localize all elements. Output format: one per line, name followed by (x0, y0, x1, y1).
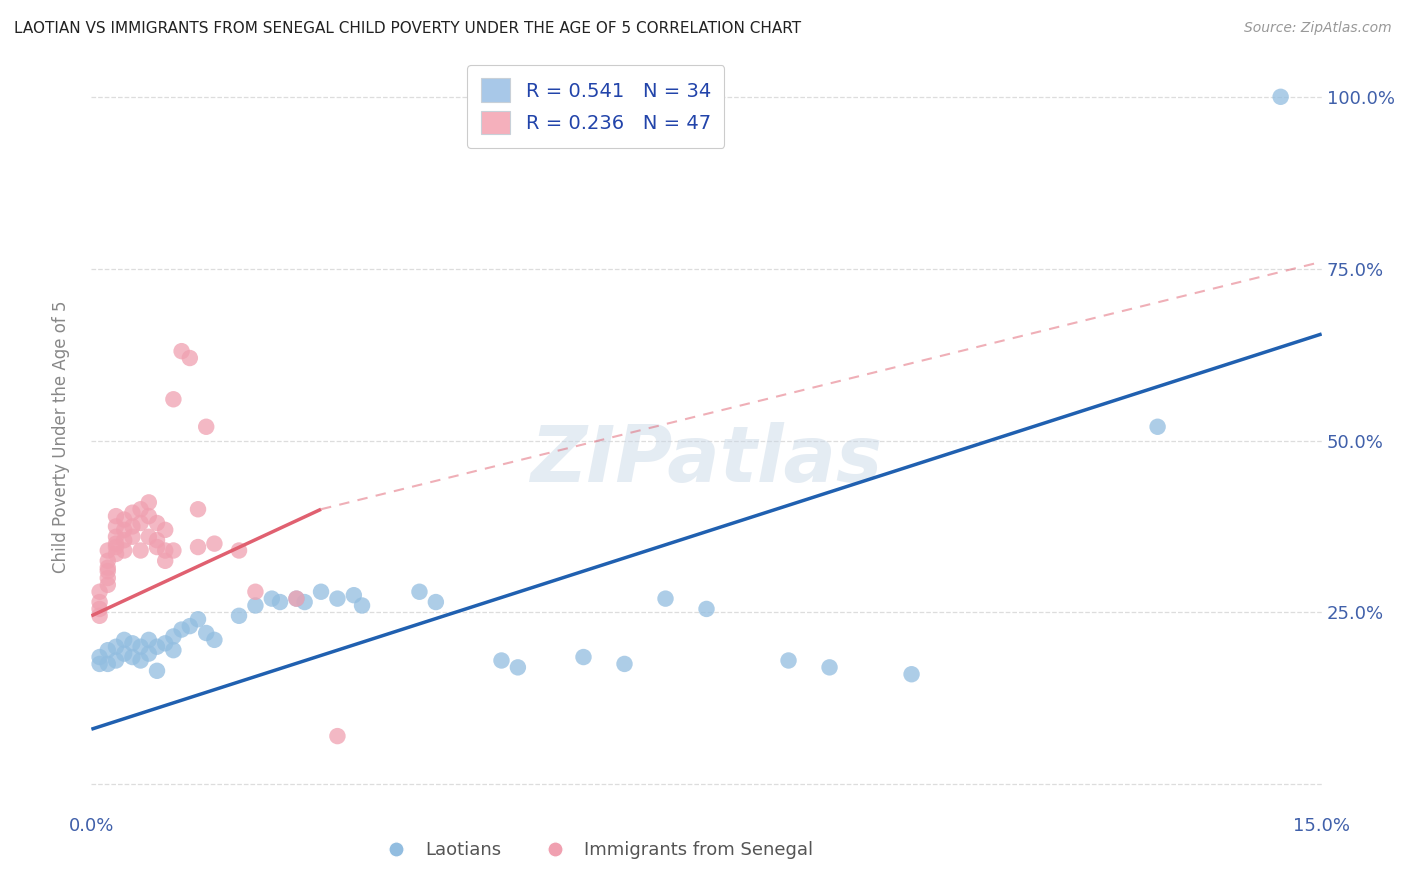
Point (121, 650, 143, 665)
Point (309, 584, 332, 599)
Point (138, 530, 160, 544)
Point (1146, 419, 1168, 434)
Point (260, 591, 283, 606)
Point (195, 626, 218, 640)
Point (121, 530, 143, 544)
Point (105, 540, 127, 554)
Point (112, 632, 135, 647)
Point (228, 543, 250, 558)
Point (121, 636, 143, 650)
Point (187, 540, 209, 554)
Point (129, 502, 152, 516)
Point (326, 729, 349, 743)
Point (121, 506, 143, 520)
Point (900, 667, 922, 681)
Point (112, 543, 135, 558)
Point (97, 657, 120, 671)
Point (179, 351, 201, 365)
Point (1270, 90, 1292, 104)
Point (778, 653, 800, 667)
Point (105, 547, 127, 561)
Point (162, 643, 184, 657)
Point (202, 632, 225, 647)
Point (294, 595, 316, 609)
Text: Source: ZipAtlas.com: Source: ZipAtlas.com (1244, 21, 1392, 35)
Point (129, 640, 152, 654)
Point (153, 523, 177, 537)
Point (654, 591, 676, 606)
Point (146, 540, 169, 554)
Point (572, 650, 595, 665)
Point (195, 419, 218, 434)
Point (121, 519, 143, 533)
Point (89, 657, 111, 671)
Point (89, 650, 111, 665)
Point (129, 516, 152, 530)
Point (269, 595, 291, 609)
Point (97, 578, 120, 592)
Point (170, 344, 193, 359)
Point (285, 591, 308, 606)
Point (97, 564, 120, 578)
Point (162, 543, 184, 558)
Point (138, 509, 160, 524)
Point (506, 660, 529, 674)
Point (162, 629, 184, 643)
Point (146, 664, 169, 678)
Y-axis label: Child Poverty Under the Age of 5: Child Poverty Under the Age of 5 (52, 301, 70, 574)
Point (138, 495, 160, 509)
Point (97, 543, 120, 558)
Point (352, 599, 374, 613)
Point (408, 584, 430, 599)
Point (613, 657, 636, 671)
Text: LAOTIAN VS IMMIGRANTS FROM SENEGAL CHILD POVERTY UNDER THE AGE OF 5 CORRELATION : LAOTIAN VS IMMIGRANTS FROM SENEGAL CHILD… (14, 21, 801, 36)
Point (105, 519, 127, 533)
Point (285, 591, 308, 606)
Point (146, 516, 169, 530)
Point (153, 554, 177, 568)
Point (187, 612, 209, 626)
Point (202, 536, 225, 550)
Point (179, 619, 201, 633)
Point (97, 571, 120, 585)
Point (112, 533, 135, 548)
Point (326, 591, 349, 606)
Point (129, 653, 152, 667)
Point (89, 595, 111, 609)
Point (112, 647, 135, 661)
Point (695, 602, 717, 616)
Point (112, 523, 135, 537)
Point (153, 543, 177, 558)
Point (105, 536, 127, 550)
Point (187, 502, 209, 516)
Text: ZIPatlas: ZIPatlas (530, 422, 883, 498)
Point (491, 653, 513, 667)
Point (105, 530, 127, 544)
Point (153, 636, 177, 650)
Point (818, 660, 841, 674)
Point (228, 608, 250, 623)
Point (138, 632, 160, 647)
Point (129, 543, 152, 558)
Point (146, 640, 169, 654)
Point (105, 653, 127, 667)
Point (97, 643, 120, 657)
Point (245, 599, 267, 613)
Point (162, 392, 184, 407)
Point (138, 647, 160, 661)
Point (170, 623, 193, 637)
Point (146, 533, 169, 548)
Point (105, 509, 127, 524)
Legend: Laotians, Immigrants from Senegal: Laotians, Immigrants from Senegal (371, 834, 821, 866)
Point (105, 640, 127, 654)
Point (89, 602, 111, 616)
Point (89, 608, 111, 623)
Point (112, 512, 135, 526)
Point (343, 588, 366, 602)
Point (97, 554, 120, 568)
Point (245, 584, 267, 599)
Point (97, 560, 120, 574)
Point (89, 584, 111, 599)
Point (425, 595, 447, 609)
